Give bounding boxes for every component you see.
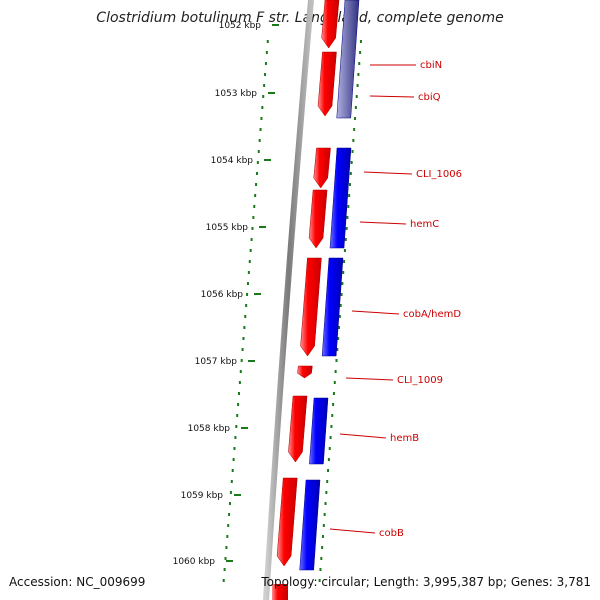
gene-label: cbiN	[420, 60, 442, 71]
tick-label: 1054 kbp	[211, 156, 254, 166]
tick-label: 1060 kbp	[173, 557, 216, 567]
tick-label: 1053 kbp	[215, 89, 258, 99]
gene-layer	[272, 0, 360, 600]
gene-forward-cbiN	[321, 0, 340, 49]
gene-leader-line	[351, 310, 400, 315]
gene-leader-line	[363, 171, 413, 175]
gene-forward-CLI_1009	[297, 365, 313, 379]
reverse-gene-a	[329, 147, 352, 249]
backbone-arc	[263, 0, 314, 600]
reverse-gene-c	[309, 397, 329, 465]
reverse-gene-d	[299, 479, 321, 571]
gene-label: hemB	[390, 433, 419, 444]
tick-layer: 1052 kbp 1053 kbp 1054 kbp 1055 kbp 1056 kbp…	[173, 21, 279, 567]
gene-partial-bottom	[272, 584, 288, 600]
gene-label: cobA/hemD	[403, 309, 461, 320]
gene-forward-hemC	[308, 189, 328, 249]
gene-label: cbiQ	[418, 92, 441, 103]
gene-forward-cbiQ	[317, 51, 337, 117]
gene-label: cobB	[379, 528, 404, 539]
tick-label: 1052 kbp	[219, 21, 262, 31]
dotted-track-layer	[222, 40, 362, 582]
gene-leader-line	[359, 221, 407, 225]
tick-label: 1058 kbp	[188, 424, 231, 434]
gene-forward-CLI_1006	[313, 147, 331, 189]
topology-text: Topology: circular; Length: 3,995,387 bp…	[261, 575, 591, 589]
gene-label: hemC	[410, 219, 439, 230]
genome-title: Clostridium botulinum F str. Langeland, …	[96, 10, 504, 26]
gene-forward-cobB	[276, 477, 298, 567]
gene-leader-line	[339, 433, 387, 439]
tick-label: 1059 kbp	[181, 491, 224, 501]
tick-label: 1055 kbp	[206, 223, 249, 233]
gene-forward-hemB	[288, 395, 308, 463]
gene-label: CLI_1009	[397, 375, 443, 386]
accession-text: Accession: NC_009699	[9, 575, 146, 589]
gene-leader-line	[345, 377, 394, 381]
label-layer: cbiN cbiQ CLI_1006 hemC cobA/hemD CLI_1009hem…	[329, 60, 462, 539]
gene-leader-line	[329, 528, 376, 534]
gene-label: CLI_1006	[416, 169, 462, 180]
backbone-layer	[263, 0, 314, 600]
gene-forward-cobA/hemD	[300, 257, 322, 357]
gene-leader-line	[369, 95, 415, 98]
tick-label: 1056 kbp	[201, 290, 244, 300]
reverse-gene-b	[321, 257, 344, 357]
tick-label: 1057 kbp	[195, 357, 238, 367]
reverse-gene-top	[336, 0, 360, 119]
